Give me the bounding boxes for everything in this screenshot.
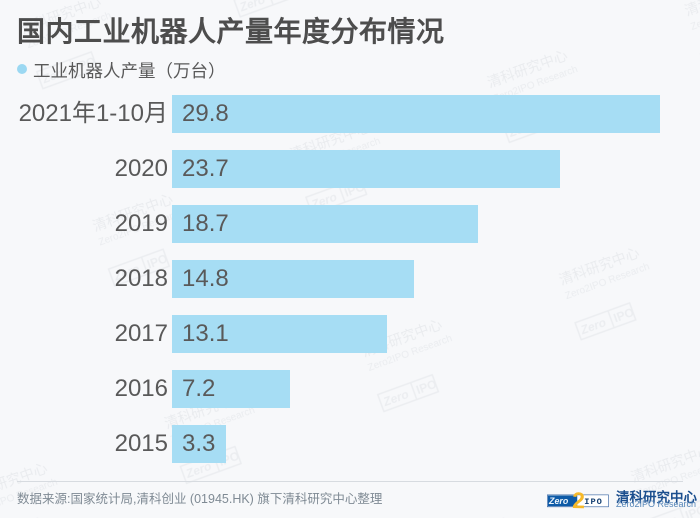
svg-text:2: 2	[572, 487, 585, 513]
svg-text:IPO: IPO	[584, 497, 603, 507]
svg-text:Zero: Zero	[548, 496, 569, 506]
